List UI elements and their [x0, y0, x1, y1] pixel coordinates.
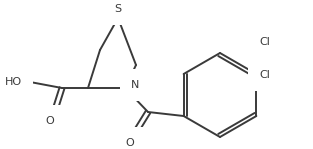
Text: HO: HO [5, 77, 22, 87]
Text: S: S [115, 4, 121, 14]
Text: Cl: Cl [259, 37, 270, 47]
Text: N: N [131, 80, 139, 90]
Text: O: O [126, 138, 134, 148]
Text: O: O [46, 116, 54, 126]
Text: Cl: Cl [259, 70, 270, 80]
